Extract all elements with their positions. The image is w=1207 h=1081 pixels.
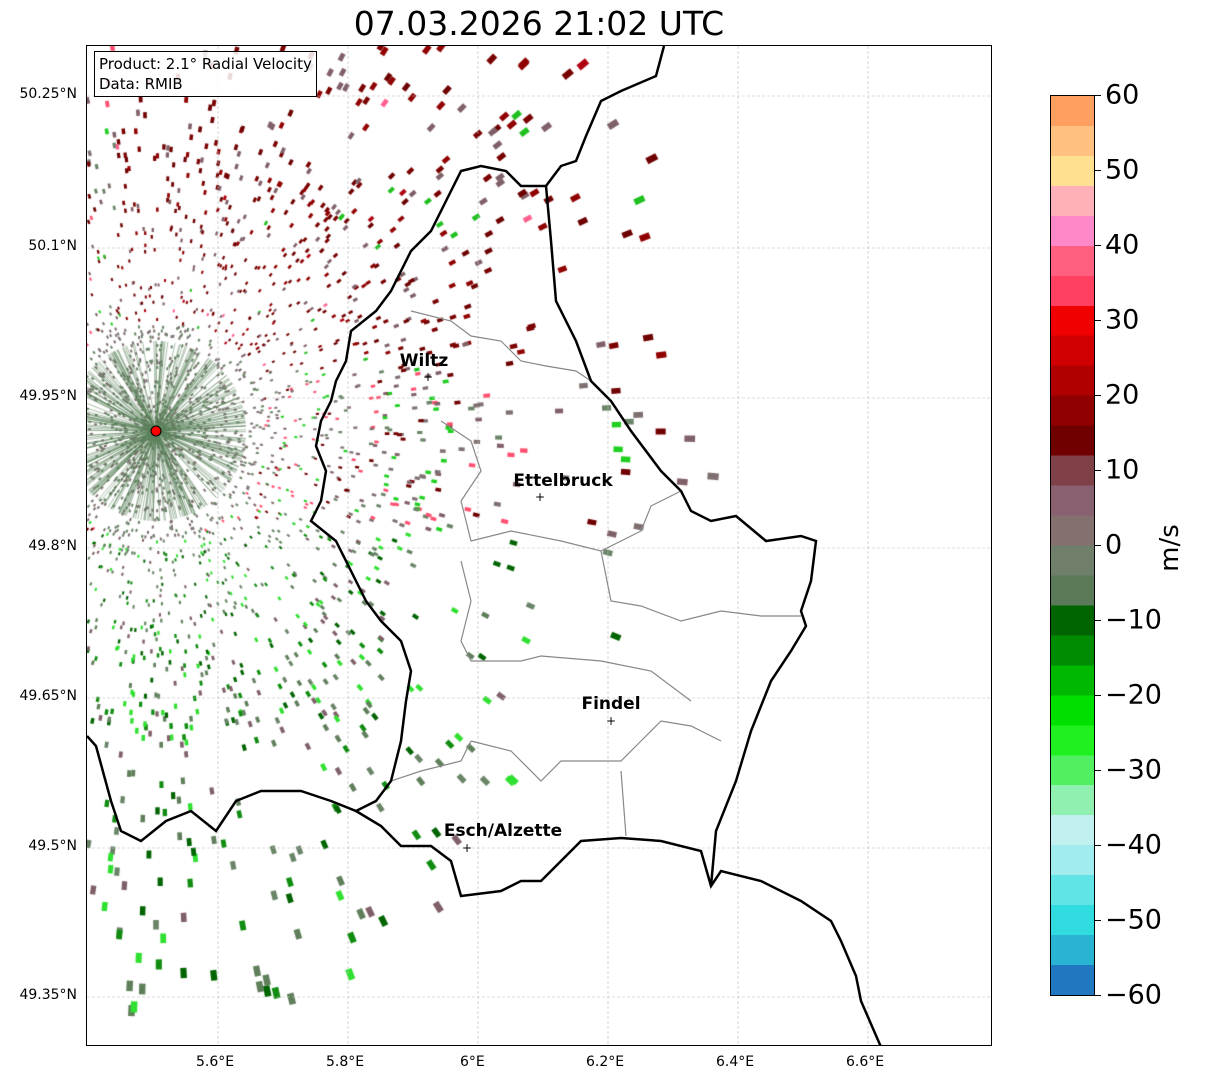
lat-tick: 49.65°N — [19, 688, 77, 704]
colorbar-tick-label: 10 — [1105, 454, 1140, 486]
colorbar-tick — [1095, 620, 1101, 621]
colorbar-tick-label: 0 — [1105, 529, 1123, 561]
colorbar-tick-label: 30 — [1105, 304, 1140, 336]
colorbar-tick-label: −50 — [1105, 904, 1162, 936]
colorbar-tick-label: 40 — [1105, 229, 1140, 261]
gridlines — [87, 46, 991, 1045]
city-label-ettelbruck: Ettelbruck — [513, 471, 613, 491]
country-borders — [87, 46, 882, 1045]
radar-site-marker — [150, 425, 162, 437]
colorbar-tick — [1095, 95, 1101, 96]
lat-tick: 49.5°N — [28, 838, 77, 854]
lon-tick: 6.2°E — [586, 1054, 625, 1070]
city-marker-icon: + — [534, 490, 546, 504]
lat-tick: 50.1°N — [28, 238, 77, 254]
colorbar-tick — [1095, 245, 1101, 246]
radar-echoes — [87, 46, 991, 1045]
data-source-label: Data: RMIB — [99, 75, 183, 93]
lat-tick: 49.35°N — [19, 987, 77, 1003]
map-overlay — [87, 46, 991, 1045]
colorbar-tick — [1095, 395, 1101, 396]
city-marker-icon: + — [422, 370, 434, 384]
lat-tick: 49.95°N — [19, 388, 77, 404]
colorbar-tick-label: 60 — [1105, 79, 1140, 111]
colorbar-tick — [1095, 995, 1101, 996]
colorbar-tick-label: 50 — [1105, 154, 1140, 186]
colorbar-tick — [1095, 845, 1101, 846]
city-marker-icon: + — [605, 714, 617, 728]
city-label-esch: Esch/Alzette — [443, 821, 563, 841]
colorbar — [1050, 95, 1095, 996]
product-label: Product: 2.1° Radial Velocity — [99, 55, 312, 73]
colorbar-tick — [1095, 920, 1101, 921]
colorbar-tick — [1095, 320, 1101, 321]
colorbar-tick — [1095, 470, 1101, 471]
map-title: 07.03.2026 21:02 UTC — [353, 4, 725, 43]
colorbar-tick-label: 20 — [1105, 379, 1140, 411]
colorbar-label: m/s — [1155, 524, 1185, 572]
canton-boundaries — [390, 310, 801, 837]
colorbar-tick-label: −40 — [1105, 829, 1162, 861]
lat-tick: 50.25°N — [19, 86, 77, 102]
city-label-wiltz: Wiltz — [399, 351, 449, 371]
lon-tick: 6.4°E — [716, 1054, 755, 1070]
lon-tick: 5.8°E — [326, 1054, 365, 1070]
lon-tick: 5.6°E — [196, 1054, 235, 1070]
colorbar-tick-label: −20 — [1105, 679, 1162, 711]
radar-map[interactable] — [86, 45, 992, 1046]
lon-tick: 6°E — [460, 1054, 485, 1070]
city-marker-icon: + — [461, 841, 473, 855]
colorbar-tick-label: −30 — [1105, 754, 1162, 786]
colorbar-tick-label: −60 — [1105, 979, 1162, 1011]
colorbar-tick — [1095, 170, 1101, 171]
lon-tick: 6.6°E — [846, 1054, 885, 1070]
lat-tick: 49.8°N — [28, 538, 77, 554]
colorbar-tick-label: −10 — [1105, 604, 1162, 636]
colorbar-tick — [1095, 545, 1101, 546]
product-info-box: Product: 2.1° Radial Velocity Data: RMIB — [94, 51, 317, 97]
colorbar-tick — [1095, 695, 1101, 696]
colorbar-tick — [1095, 770, 1101, 771]
city-label-findel: Findel — [581, 694, 641, 714]
